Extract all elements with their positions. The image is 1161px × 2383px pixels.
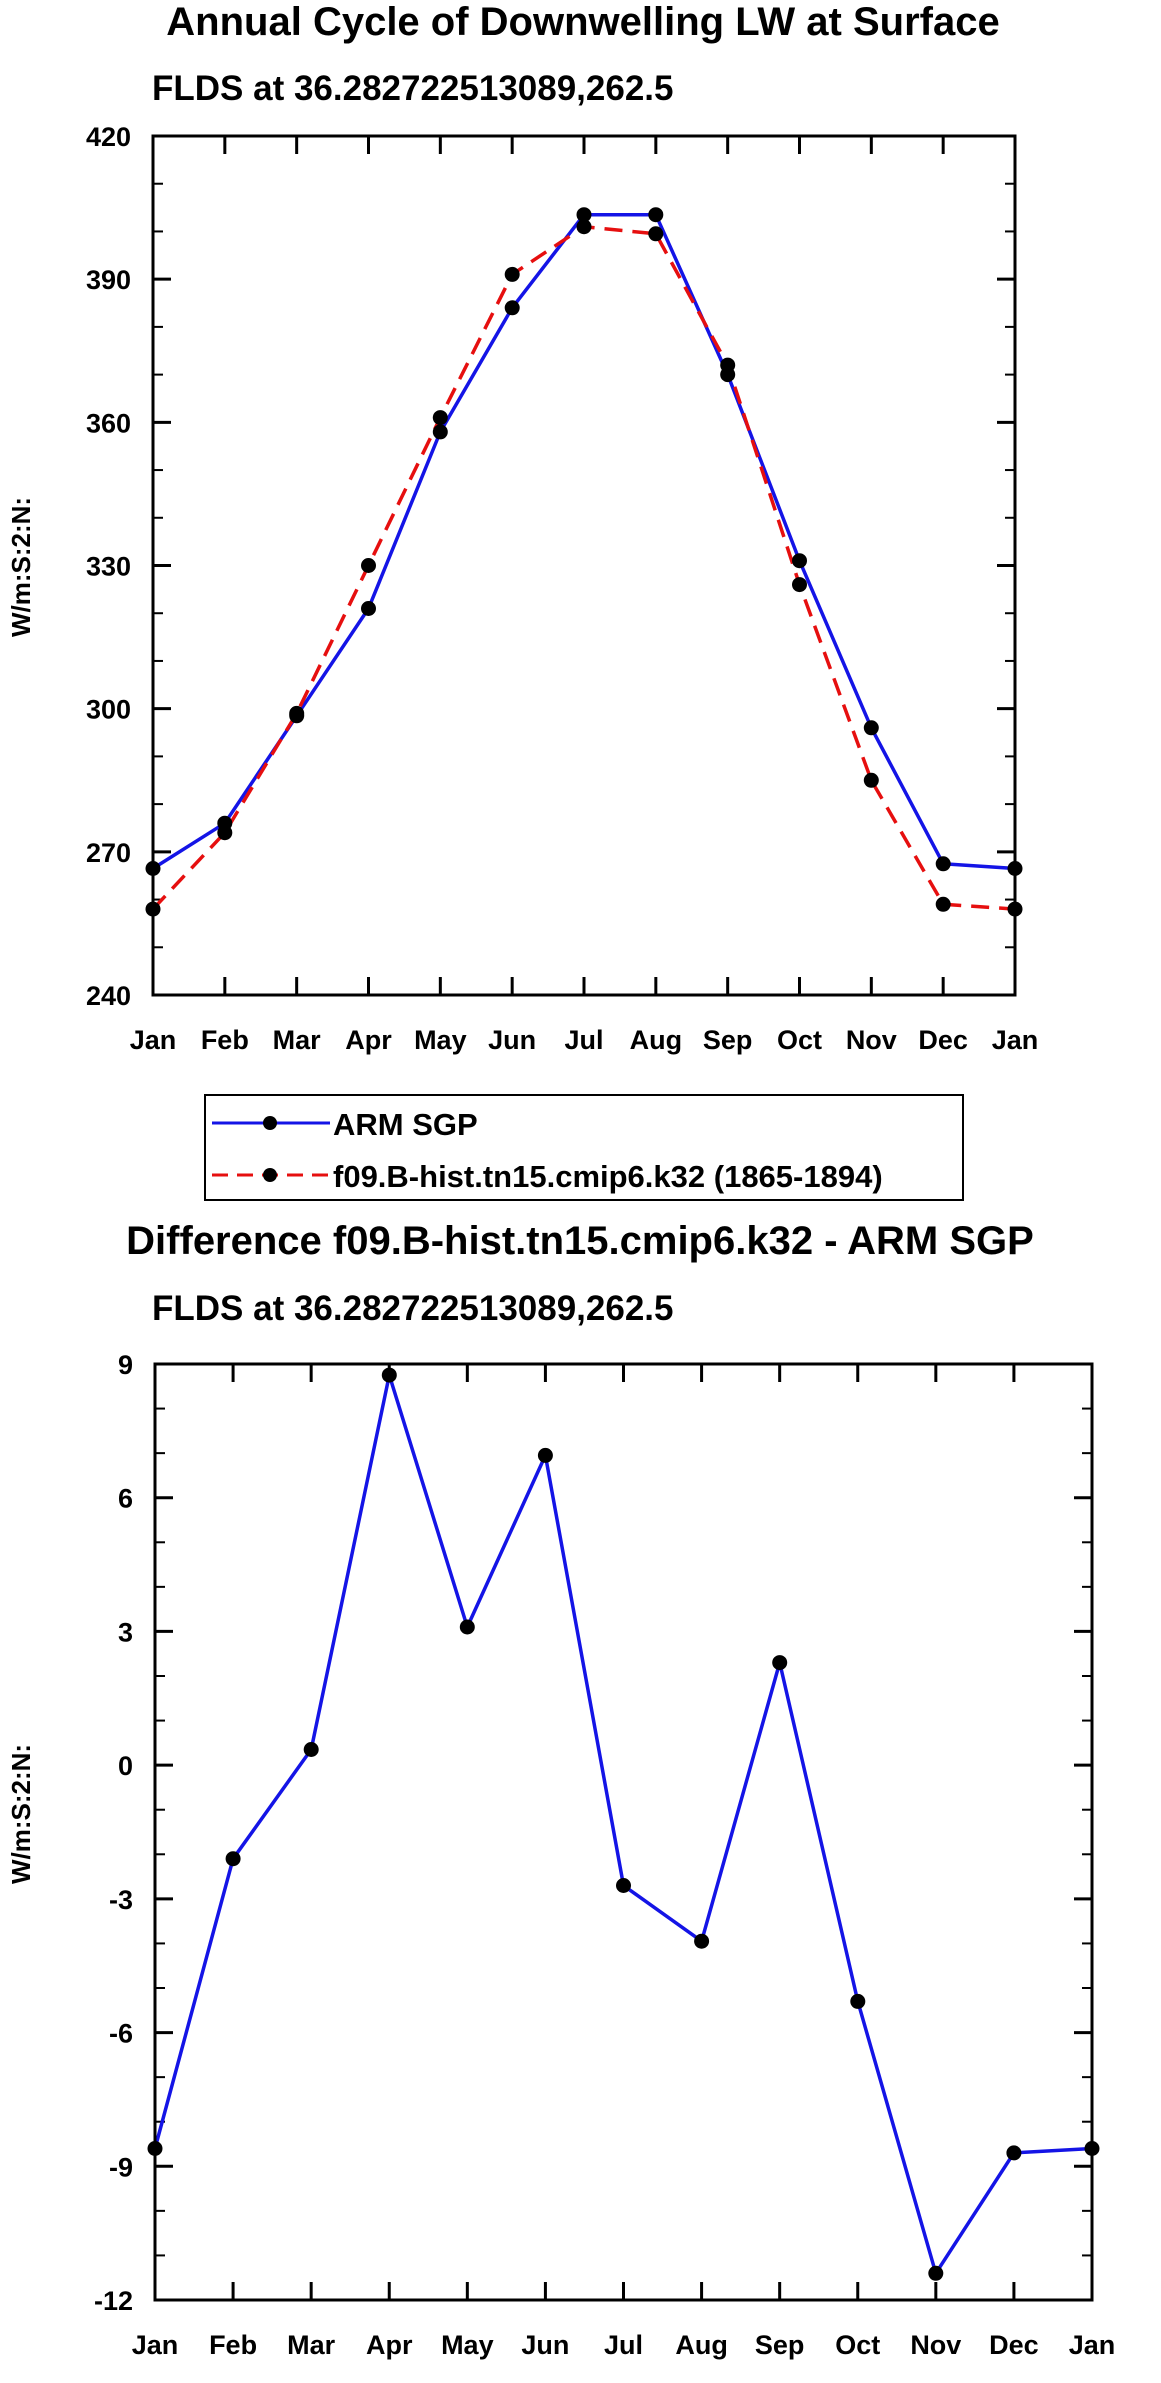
- chart-1-data-point: [217, 825, 233, 841]
- chart-2-data-point: [537, 1447, 553, 1463]
- chart-2-data-point: [850, 1993, 866, 2009]
- chart-1-data-point: [648, 226, 664, 242]
- chart-2-x-tick-label: Aug: [675, 2330, 727, 2360]
- chart-2-data-point: [928, 2265, 944, 2281]
- chart-2-x-tick-label: Jan: [132, 2330, 179, 2360]
- chart-2-data-point: [225, 1851, 241, 1867]
- chart-1-data-point: [720, 357, 736, 373]
- legend-box: [204, 1094, 964, 1201]
- legend-label-arm-sgp: ARM SGP: [333, 1107, 478, 1142]
- chart-1-data-point: [361, 558, 376, 573]
- chart-2-data-point: [772, 1655, 788, 1671]
- chart-2-x-tick-label: Sep: [755, 2330, 805, 2360]
- chart-2-x-tick-label: Dec: [989, 2330, 1039, 2360]
- chart-2-y-tick-label: -9: [109, 2152, 133, 2182]
- chart-1-data-point: [432, 424, 448, 440]
- chart-1-data-point: [576, 207, 592, 223]
- chart-2-data-point: [303, 1742, 319, 1757]
- chart-2-x-tick-label: Jul: [604, 2330, 643, 2360]
- chart-2-y-tick-label: -6: [109, 2019, 133, 2049]
- legend-marker-model: [263, 1168, 277, 1182]
- chart-1-y-tick-label: 360: [86, 408, 131, 438]
- chart-1-x-tick-label: Mar: [273, 1025, 322, 1055]
- chart-1-series: [145, 207, 1023, 917]
- chart-1-legend: ARM SGP f09.B-hist.tn15.cmip6.k32 (1865-…: [204, 1094, 964, 1201]
- chart-1-x-tick-label: Aug: [630, 1025, 682, 1055]
- chart-2-y-tick-label: 0: [118, 1751, 133, 1781]
- chart-1-data-point: [504, 300, 520, 316]
- chart-2-x-tick-label: Feb: [209, 2330, 257, 2360]
- chart-1-data-point: [576, 219, 592, 235]
- chart-1-x-tick-label: Jul: [564, 1025, 603, 1055]
- legend-label-model: f09.B-hist.tn15.cmip6.k32 (1865-1894): [333, 1159, 883, 1194]
- chart-2-x-tick-label: Apr: [366, 2330, 413, 2360]
- chart-1-data-point: [935, 856, 951, 872]
- chart-2-x-tick-label: Oct: [835, 2330, 880, 2360]
- chart-2-title: Difference f09.B-hist.tn15.cmip6.k32 - A…: [126, 1219, 1034, 1263]
- chart-1-data-point: [361, 601, 376, 616]
- chart-1-x-tick-label: Sep: [703, 1025, 753, 1055]
- chart-1-x-tick-label: Jan: [992, 1025, 1039, 1055]
- chart-1-data-point: [289, 705, 305, 721]
- chart-2-x-tick-label: Jan: [1069, 2330, 1116, 2360]
- chart-2-x-tick-label: Mar: [287, 2330, 336, 2360]
- chart-1-data-point: [863, 772, 879, 788]
- chart-2-data-point: [459, 1619, 475, 1635]
- chart-2-data-point: [381, 1367, 397, 1383]
- chart-2-y-tick-label: 9: [118, 1350, 133, 1380]
- chart-1-data-point: [432, 410, 448, 426]
- chart-1-x-tick-label: Dec: [918, 1025, 968, 1055]
- chart-1-data-point: [863, 720, 879, 736]
- chart-2-axes: Jan Feb Mar Apr May Jun Jul Aug Sep Oct Nov Dec Jan -…: [94, 1350, 1115, 2360]
- chart-1-x-tick-label: Oct: [777, 1025, 822, 1055]
- chart-1-y-tick-label: 390: [86, 265, 131, 295]
- chart-1-data-point: [504, 266, 520, 282]
- chart-2-y-axis-label: W/m:S:2:N:: [6, 1744, 36, 1884]
- legend-entry-arm-sgp: ARM SGP: [212, 1107, 478, 1142]
- chart-2-data-point: [616, 1878, 631, 1893]
- chart-1-x-tick-label: Apr: [345, 1025, 392, 1055]
- chart-1-data-point: [935, 896, 951, 912]
- chart-2-x-tick-label: Jun: [521, 2330, 569, 2360]
- chart-1-y-tick-label: 330: [86, 552, 131, 582]
- chart-1-data-point: [792, 577, 807, 593]
- legend-entry-model: f09.B-hist.tn15.cmip6.k32 (1865-1894): [212, 1159, 883, 1194]
- chart-1-y-tick-label: 240: [86, 981, 131, 1011]
- chart-2-subtitle: FLDS at 36.282722513089,262.5: [152, 1289, 674, 1328]
- chart-1-y-tick-label: 270: [86, 838, 131, 868]
- chart-2-y-tick-label: -3: [109, 1885, 133, 1915]
- chart-2-y-tick-label: 6: [118, 1484, 133, 1514]
- chart-annual-cycle: Annual Cycle of Downwelling LW at Surfac…: [6, 0, 1038, 1055]
- chart-1-x-tick-label: Jun: [488, 1025, 536, 1055]
- chart-1-plot-frame: [151, 134, 1017, 997]
- chart-1-x-tick-label: Jan: [130, 1025, 177, 1055]
- chart-1-data-point: [648, 207, 664, 223]
- chart-2-y-tick-label: 3: [118, 1617, 133, 1647]
- chart-1-title: Annual Cycle of Downwelling LW at Surfac…: [166, 0, 999, 44]
- chart-2-y-tick-label: -12: [94, 2286, 133, 2316]
- chart-1-data-point: [792, 553, 807, 569]
- chart-1-y-tick-label: 300: [86, 695, 131, 725]
- chart-2-plot-frame: [153, 1362, 1094, 2302]
- chart-2-data-point: [1006, 2145, 1022, 2161]
- chart-2-data-point: [694, 1933, 710, 1949]
- chart-difference: Difference f09.B-hist.tn15.cmip6.k32 - A…: [6, 1219, 1115, 2360]
- chart-2-x-tick-label: Nov: [910, 2330, 961, 2360]
- chart-1-y-axis-label: W/m:S:2:N:: [6, 497, 36, 637]
- chart-2-x-tick-label: May: [441, 2330, 494, 2360]
- chart-1-y-tick-label: 420: [86, 122, 131, 152]
- chart-1-x-tick-label: Nov: [846, 1025, 897, 1055]
- chart-1-x-tick-label: Feb: [201, 1025, 249, 1055]
- legend-marker-arm-sgp: [263, 1116, 277, 1130]
- chart-1-x-tick-label: May: [414, 1025, 467, 1055]
- chart-1-subtitle: FLDS at 36.282722513089,262.5: [152, 69, 674, 108]
